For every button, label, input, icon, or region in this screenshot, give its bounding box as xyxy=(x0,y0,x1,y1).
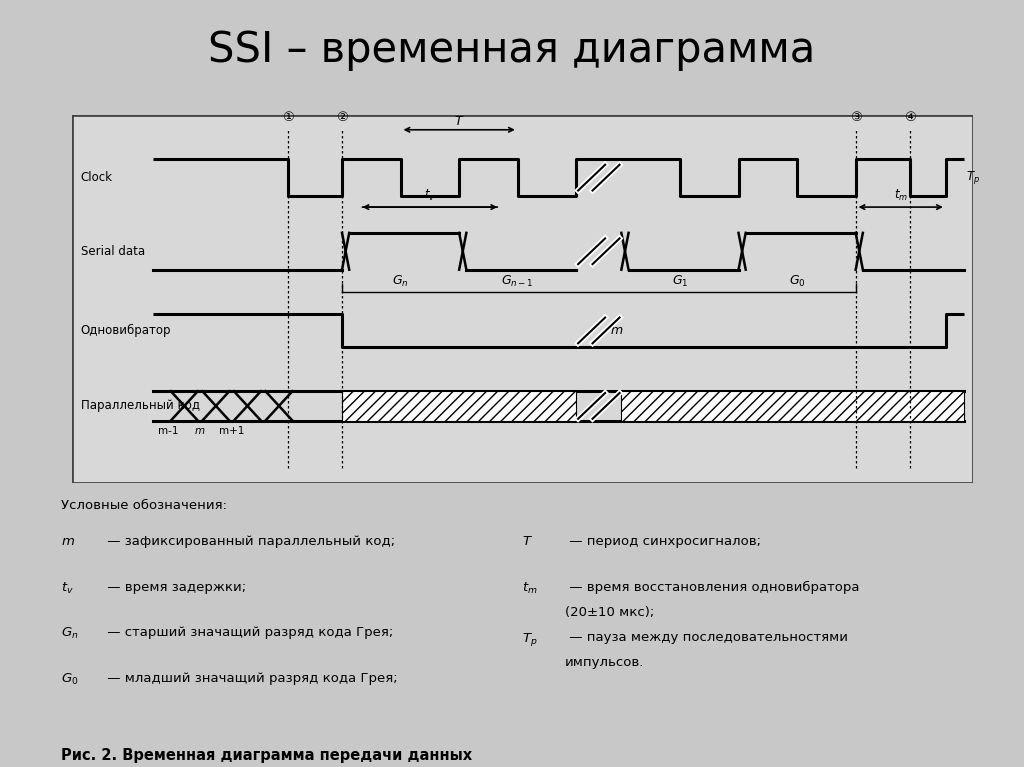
Text: ①: ① xyxy=(282,111,294,124)
Text: m: m xyxy=(195,426,205,436)
Text: ④: ④ xyxy=(904,111,915,124)
Text: ②: ② xyxy=(336,111,348,124)
Text: — время задержки;: — время задержки; xyxy=(103,581,246,594)
Text: Условные обозначения:: Условные обозначения: xyxy=(60,499,226,512)
Text: $G_1$: $G_1$ xyxy=(672,273,688,288)
Text: $G_0$: $G_0$ xyxy=(788,273,806,288)
Text: $t_v$: $t_v$ xyxy=(60,581,74,596)
Text: Serial data: Serial data xyxy=(81,245,144,258)
Text: — старший значащий разряд кода Грея;: — старший значащий разряд кода Грея; xyxy=(103,626,393,639)
Text: Параллельный код: Параллельный код xyxy=(81,400,200,413)
Text: $G_n$: $G_n$ xyxy=(392,273,409,288)
Text: Clock: Clock xyxy=(81,171,113,184)
Text: импульсов.: импульсов. xyxy=(564,656,644,669)
Text: — период синхросигналов;: — период синхросигналов; xyxy=(564,535,761,548)
Text: m+1: m+1 xyxy=(219,426,245,436)
Text: Рис. 2. Временная диаграмма передачи данных: Рис. 2. Временная диаграмма передачи дан… xyxy=(60,748,472,762)
Text: $m$: $m$ xyxy=(610,324,624,337)
Text: $T_p$: $T_p$ xyxy=(522,630,538,648)
Text: — младший значащий разряд кода Грея;: — младший значащий разряд кода Грея; xyxy=(103,672,397,685)
Text: $T$: $T$ xyxy=(522,535,534,548)
Bar xyxy=(342,391,577,420)
Text: $G_n$: $G_n$ xyxy=(60,626,78,641)
Text: — пауза между последовательностями: — пауза между последовательностями xyxy=(564,630,848,644)
Text: $T_p$: $T_p$ xyxy=(967,170,981,186)
Text: m-1: m-1 xyxy=(159,426,179,436)
Text: Одновибратор: Одновибратор xyxy=(81,324,171,337)
Text: — время восстановления одновибратора: — время восстановления одновибратора xyxy=(564,581,859,594)
Text: $G_{n-1}$: $G_{n-1}$ xyxy=(502,273,535,288)
Text: $G_0$: $G_0$ xyxy=(60,672,78,686)
Text: $T$: $T$ xyxy=(454,115,465,128)
Text: SSI – временная диаграмма: SSI – временная диаграмма xyxy=(208,29,816,71)
Text: $t_m$: $t_m$ xyxy=(894,189,907,203)
Text: (20±10 мкс);: (20±10 мкс); xyxy=(564,606,654,619)
Text: $t_v$: $t_v$ xyxy=(424,189,435,203)
Text: $m$: $m$ xyxy=(60,535,75,548)
Text: — зафиксированный параллельный код;: — зафиксированный параллельный код; xyxy=(103,535,395,548)
Bar xyxy=(622,391,964,420)
Text: ③: ③ xyxy=(850,111,861,124)
Text: $t_m$: $t_m$ xyxy=(522,581,538,596)
